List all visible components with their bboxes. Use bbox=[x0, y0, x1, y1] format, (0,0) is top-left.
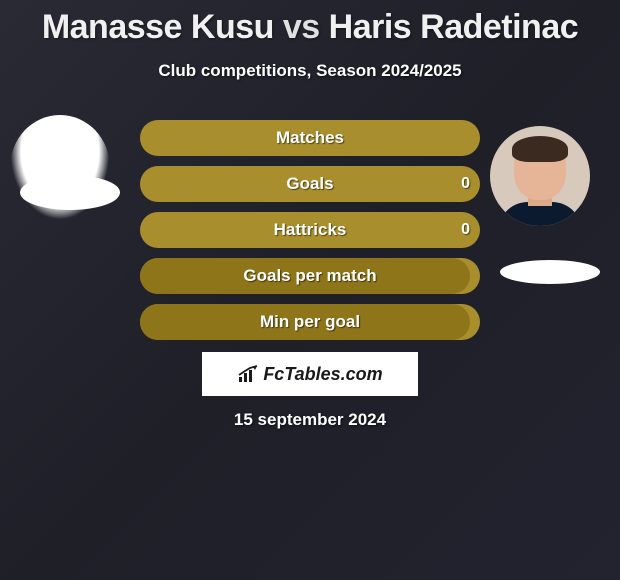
stat-bars: MatchesGoals0Hattricks0Goals per matchMi… bbox=[140, 120, 480, 350]
bar-label: Min per goal bbox=[140, 304, 480, 340]
logo-box: FcTables.com bbox=[202, 352, 418, 396]
subtitle: Club competitions, Season 2024/2025 bbox=[0, 61, 620, 81]
stat-bar-row: Min per goal bbox=[140, 304, 480, 340]
player2-avatar bbox=[490, 126, 590, 226]
player2-name: Haris Radetinac bbox=[329, 8, 579, 46]
player1-name: Manasse Kusu bbox=[42, 8, 274, 46]
stat-bar-row: Hattricks0 bbox=[140, 212, 480, 248]
player1-avatar-shadow bbox=[20, 175, 120, 210]
date-label: 15 september 2024 bbox=[0, 410, 620, 430]
bar-label: Matches bbox=[140, 120, 480, 156]
logo-text: FcTables.com bbox=[263, 364, 382, 385]
bar-value-right: 0 bbox=[461, 212, 470, 248]
chart-icon bbox=[237, 365, 259, 383]
logo: FcTables.com bbox=[237, 364, 382, 385]
comparison-title: Manasse Kusu vs Haris Radetinac bbox=[0, 0, 620, 47]
stat-bar-row: Matches bbox=[140, 120, 480, 156]
bar-label: Goals per match bbox=[140, 258, 480, 294]
stat-bar-row: Goals0 bbox=[140, 166, 480, 202]
stat-bar-row: Goals per match bbox=[140, 258, 480, 294]
vs-label: vs bbox=[283, 8, 320, 46]
bar-label: Hattricks bbox=[140, 212, 480, 248]
bar-value-right: 0 bbox=[461, 166, 470, 202]
player2-avatar-shadow bbox=[500, 260, 600, 284]
bar-label: Goals bbox=[140, 166, 480, 202]
